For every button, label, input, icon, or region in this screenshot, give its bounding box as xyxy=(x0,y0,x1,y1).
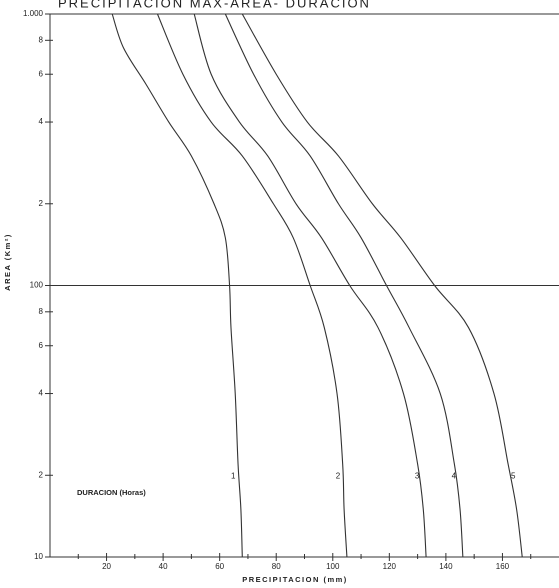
y-tick-label: 10 xyxy=(34,552,43,561)
x-tick-label: 80 xyxy=(272,562,281,571)
y-tick-label: 100 xyxy=(30,281,44,290)
duration-annotation: DURACION (Horas) xyxy=(77,488,146,497)
series-line-4 xyxy=(224,13,464,558)
x-axis-title: PRECIPITACION (mm) xyxy=(242,575,348,584)
x-tick-label: 40 xyxy=(159,562,168,571)
x-axis-ticks: 20 40 60 80 100 120 140 160 xyxy=(77,553,532,571)
series-label-1: 1 xyxy=(231,471,236,480)
x-tick-label: 160 xyxy=(496,562,510,571)
series-labels: 1 2 3 4 5 xyxy=(231,471,516,480)
x-tick-label: 120 xyxy=(383,562,397,571)
y-tick-label: 8 xyxy=(39,35,44,44)
y-tick-label: 6 xyxy=(39,341,44,350)
y-tick-label: 2 xyxy=(39,199,44,208)
y-tick-label: 1.000 xyxy=(23,9,44,18)
series-line-3 xyxy=(193,13,427,558)
series-label-3: 3 xyxy=(415,471,420,480)
x-tick-label: 100 xyxy=(326,562,340,571)
series-label-4: 4 xyxy=(452,471,457,480)
y-axis-ticks: 10 2 4 6 8 100 2 4 6 8 1.000 xyxy=(23,9,53,561)
x-tick-label: 20 xyxy=(102,562,111,571)
series-label-5: 5 xyxy=(511,471,516,480)
chart-title: PRECIPITACION MAX-AREA- DURACION xyxy=(58,0,371,10)
x-tick-label: 140 xyxy=(439,562,453,571)
y-tick-label: 4 xyxy=(39,389,44,398)
series-line-1 xyxy=(111,13,243,558)
y-tick-label: 6 xyxy=(39,69,44,78)
series-label-2: 2 xyxy=(336,471,341,480)
series-line-2 xyxy=(156,13,348,558)
y-tick-label: 8 xyxy=(39,307,44,316)
series-lines xyxy=(111,13,523,558)
series-line-5 xyxy=(241,13,523,558)
y-tick-label: 2 xyxy=(39,470,44,479)
y-tick-label: 4 xyxy=(39,117,44,126)
y-axis-title: AREA (Km²) xyxy=(3,233,12,291)
x-tick-label: 60 xyxy=(215,562,224,571)
